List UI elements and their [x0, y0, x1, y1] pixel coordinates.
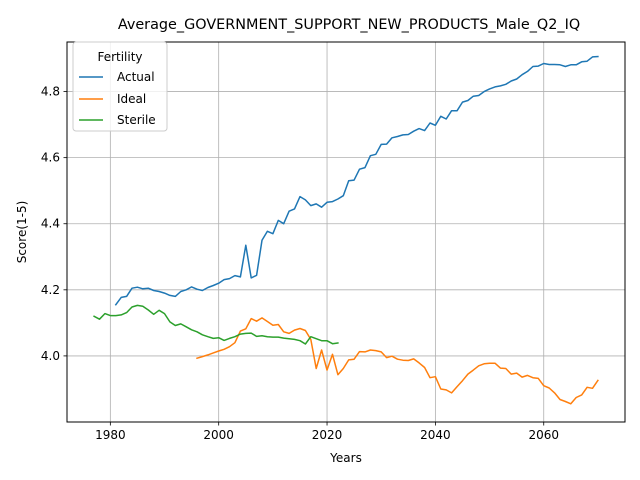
legend: Fertility Actual Ideal Sterile: [72, 41, 168, 132]
y-tick-label: 4.4: [41, 217, 60, 231]
x-tick-label: 1980: [95, 428, 126, 442]
x-tick-label: 2040: [420, 428, 451, 442]
series-line-ideal: [196, 317, 599, 405]
y-tick-label: 4.2: [41, 283, 60, 297]
x-axis-label: Years: [329, 451, 362, 465]
chart-title: Average_GOVERNMENT_SUPPORT_NEW_PRODUCTS_…: [118, 17, 580, 33]
y-axis-label: Score(1-5): [15, 201, 29, 264]
legend-label-ideal: Ideal: [117, 92, 146, 106]
legend-box: [72, 41, 168, 132]
plot-area-frame: [66, 41, 626, 423]
series-lines: [93, 55, 599, 405]
x-axis-ticks: 1980 2000 2020 2040 2060: [95, 422, 559, 442]
legend-label-sterile: Sterile: [117, 113, 156, 127]
series-line-actual: [114, 55, 599, 306]
y-tick-label: 4.0: [41, 349, 60, 363]
grid-lines: [67, 42, 625, 422]
series-line-sterile: [93, 304, 339, 345]
y-tick-label: 4.6: [41, 151, 60, 165]
x-tick-label: 2020: [312, 428, 343, 442]
x-tick-label: 2000: [203, 428, 234, 442]
x-tick-label: 2060: [528, 428, 559, 442]
legend-title: Fertility: [97, 50, 142, 64]
y-axis-ticks: 4.0 4.2 4.4 4.6 4.8: [41, 85, 67, 363]
legend-label-actual: Actual: [117, 70, 155, 84]
y-tick-label: 4.8: [41, 85, 60, 99]
